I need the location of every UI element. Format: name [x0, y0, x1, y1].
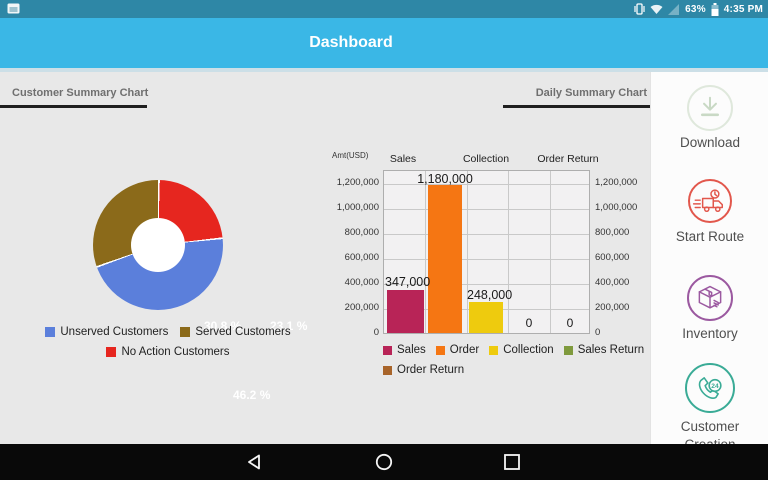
bar-legend-row1: Sales Order Collection Sales Return — [383, 344, 644, 356]
battery-icon — [711, 2, 719, 16]
group-header-order-return: Order Return — [537, 153, 599, 165]
tab-underline-left — [0, 105, 147, 108]
vibrate-icon — [634, 3, 645, 15]
legend-swatch-sales-return — [563, 345, 573, 355]
battery-percent: 63% — [685, 3, 706, 15]
legend-swatch-red — [106, 347, 117, 357]
app-header: Dashboard — [0, 18, 768, 68]
action-sidebar: Download Start Route — [650, 72, 768, 444]
truck-clock-icon — [688, 179, 732, 223]
bar-chart: Amt(USD) Sales Collection Order Return 1… — [330, 150, 648, 390]
gridline — [384, 209, 589, 210]
ytick: 800,000 — [344, 227, 379, 238]
ytick: 400,000 — [595, 277, 630, 288]
value-label-order-return: 0 — [566, 316, 574, 330]
sidebar-item-inventory[interactable] — [651, 275, 768, 321]
sidebar-item-download[interactable] — [651, 85, 768, 131]
ytick: 400,000 — [344, 277, 379, 288]
donut-hole — [131, 218, 185, 272]
legend-collection: Collection — [489, 344, 554, 356]
ytick: 1,200,000 — [336, 177, 379, 188]
legend-sales: Sales — [383, 344, 426, 356]
column-divider — [425, 171, 426, 333]
bar-sales — [387, 290, 424, 333]
gridline — [384, 259, 589, 260]
value-label-sales-return: 0 — [525, 316, 533, 330]
donut-label-served: 30.8 % — [204, 319, 242, 333]
legend-order-return: Order Return — [383, 364, 464, 376]
donut-legend: Unserved Customers Served Customers No A… — [0, 324, 336, 364]
content-area: Customer Summary Chart Daily Summary Cha… — [0, 72, 650, 444]
status-icons: 63% 4:35 PM — [634, 0, 763, 18]
clock-text: 4:35 PM — [723, 3, 763, 15]
sidebar-label-start-route[interactable]: Start Route — [675, 229, 745, 244]
bar-order — [428, 185, 462, 333]
ytick: 1,000,000 — [336, 202, 379, 213]
android-navbar — [0, 444, 768, 480]
ytick: 600,000 — [344, 252, 379, 263]
tab-daily-summary-chart[interactable]: Daily Summary Chart — [535, 87, 647, 99]
ytick: 600,000 — [595, 252, 630, 263]
value-label-order: 1,180,000 — [417, 172, 473, 186]
package-box-icon — [687, 275, 733, 321]
column-divider — [508, 171, 509, 333]
ytick: 800,000 — [595, 227, 630, 238]
wifi-icon — [650, 4, 663, 15]
legend-no-action-customers: No Action Customers — [106, 346, 230, 358]
gridline — [384, 284, 589, 285]
tab-underline-right — [503, 105, 650, 108]
back-triangle-icon[interactable] — [246, 453, 264, 471]
column-divider — [550, 171, 551, 333]
ytick: 1,200,000 — [595, 177, 638, 188]
donut-chart: 23.1 % 46.2 % 30.8 % — [93, 180, 307, 402]
sidebar-label-inventory[interactable]: Inventory — [682, 326, 738, 341]
donut-label-no-action: 23.1 % — [270, 319, 308, 333]
legend-swatch-brown — [180, 327, 191, 337]
header-divider — [0, 68, 768, 72]
sidebar-label-download[interactable]: Download — [679, 135, 741, 150]
y-axis-title: Amt(USD) — [332, 151, 369, 160]
no-signal-icon — [668, 3, 680, 15]
legend-unserved-customers: Unserved Customers — [45, 326, 168, 338]
legend-order: Order — [435, 344, 479, 356]
phone-24-icon: 24 — [685, 363, 735, 413]
plot-area: 347,000 1,180,000 248,000 0 0 — [383, 170, 590, 334]
legend-swatch-collection — [489, 345, 499, 355]
group-header-sales: Sales — [389, 153, 417, 165]
group-header-collection: Collection — [462, 153, 510, 165]
screenshot-icon — [7, 3, 20, 14]
sidebar-label-customer-line2[interactable]: Creation — [651, 437, 768, 444]
bar-collection — [469, 302, 503, 333]
ytick: 200,000 — [344, 302, 379, 313]
ytick: 0 — [595, 327, 601, 338]
column-divider — [467, 171, 468, 333]
tab-customer-summary-chart[interactable]: Customer Summary Chart — [12, 87, 149, 99]
value-label-collection: 248,000 — [467, 288, 513, 302]
donut-label-unserved: 46.2 % — [233, 388, 271, 402]
sidebar-item-start-route[interactable] — [651, 179, 768, 223]
gridline — [384, 184, 589, 185]
legend-sales-return: Sales Return — [563, 344, 644, 356]
page-title: Dashboard — [309, 34, 393, 51]
status-bar: 63% 4:35 PM — [0, 0, 768, 18]
legend-swatch-blue — [45, 327, 56, 337]
gridline — [384, 234, 589, 235]
legend-swatch-sales — [383, 345, 392, 355]
recents-square-icon[interactable] — [503, 453, 521, 471]
ytick: 0 — [373, 327, 379, 338]
ytick: 1,000,000 — [595, 202, 638, 213]
legend-served-customers: Served Customers — [180, 326, 291, 338]
ytick: 200,000 — [595, 302, 630, 313]
bar-legend-row2: Order Return — [383, 364, 643, 376]
sidebar-label-customer[interactable]: Customer — [680, 419, 740, 434]
legend-swatch-order — [435, 345, 445, 355]
legend-swatch-order-return — [383, 365, 392, 375]
value-label-sales: 347,000 — [385, 275, 431, 289]
sidebar-item-customer-creation[interactable]: 24 — [651, 363, 768, 413]
svg-text:24: 24 — [711, 383, 719, 390]
download-icon — [687, 85, 733, 131]
home-circle-icon[interactable] — [375, 453, 393, 471]
